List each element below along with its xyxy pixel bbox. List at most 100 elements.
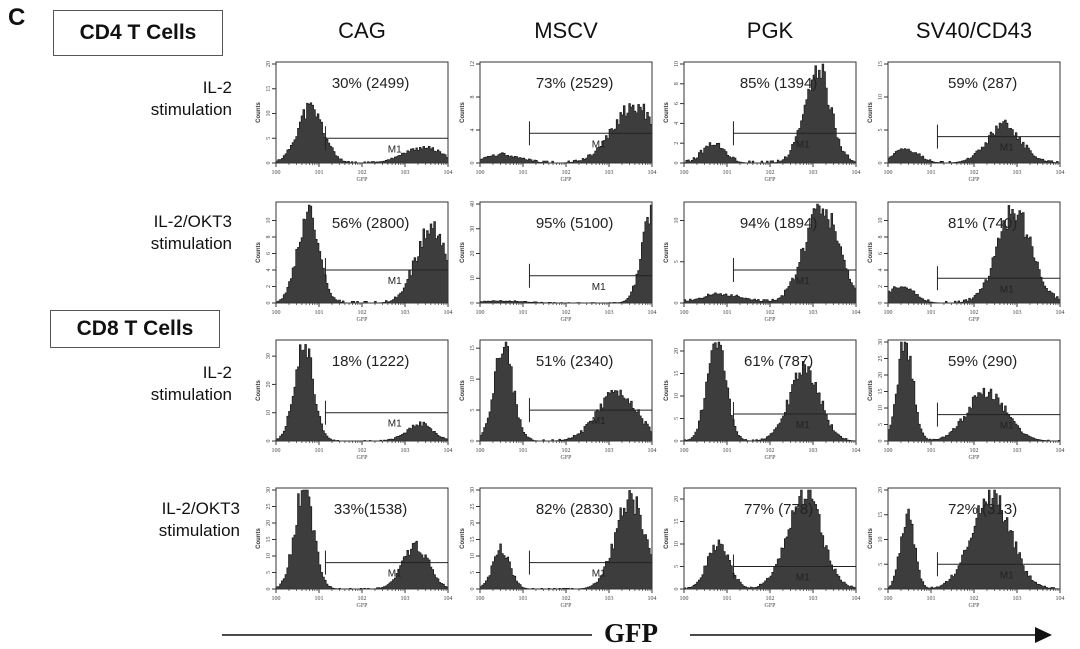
- y-tick-label: 0: [674, 588, 680, 591]
- y-tick-label: 15: [470, 537, 476, 543]
- y-tick-label: 30: [266, 353, 272, 359]
- x-tick-label: 100: [476, 170, 485, 176]
- y-tick-label: 30: [470, 487, 476, 493]
- y-tick-label: 15: [266, 86, 272, 92]
- group-label-cd8-text: CD8 T Cells: [76, 317, 194, 340]
- y-tick-label: 15: [674, 519, 680, 525]
- histogram-panel: M1 59% (290) 100 101 102 103 104 GFP 0 5 10 15 20 25 3…: [868, 339, 1065, 461]
- x-tick-label: 100: [680, 170, 689, 176]
- x-tick-label: 101: [315, 596, 324, 602]
- y-tick-label: 5: [674, 565, 680, 568]
- y-axis-label: Counts: [460, 242, 466, 263]
- y-tick-label: 20: [266, 61, 272, 67]
- y-tick-label: 5: [674, 260, 680, 263]
- group-label-cd8: CD8 T Cells: [50, 310, 220, 348]
- gate-label: M1: [592, 139, 606, 150]
- x-tick-label: 102: [766, 170, 775, 176]
- x-axis-label: GFP: [764, 455, 776, 461]
- gate-label: M1: [796, 420, 810, 431]
- x-tick-label: 103: [1013, 170, 1022, 176]
- y-axis-label: Counts: [256, 380, 262, 401]
- x-axis-label: GFP: [356, 455, 368, 461]
- x-tick-label: 103: [1013, 596, 1022, 602]
- gate-label: M1: [388, 419, 402, 430]
- y-tick-label: 4: [878, 269, 884, 272]
- x-tick-label: 104: [444, 596, 453, 602]
- y-tick-label: 12: [470, 61, 476, 67]
- x-tick-label: 104: [1056, 170, 1065, 176]
- y-tick-label: 0: [470, 162, 476, 165]
- gate-label: M1: [388, 276, 402, 287]
- histogram-area: [275, 102, 449, 164]
- histogram-area: [887, 341, 1061, 442]
- y-tick-label: 8: [878, 236, 884, 239]
- percent-annotation: 81% (740): [948, 215, 1017, 232]
- y-tick-label: 0: [674, 440, 680, 443]
- row-label-cd8-il2: IL-2 stimulation: [42, 362, 232, 406]
- y-tick-label: 15: [878, 61, 884, 67]
- y-tick-label: 15: [674, 371, 680, 377]
- column-header-cag: CAG: [338, 18, 386, 43]
- x-tick-label: 101: [519, 448, 528, 454]
- x-tick-label: 104: [852, 310, 861, 316]
- x-tick-label: 102: [766, 310, 775, 316]
- y-tick-label: 10: [470, 553, 476, 559]
- x-tick-label: 104: [852, 170, 861, 176]
- gate-label: M1: [1000, 570, 1014, 581]
- y-tick-label: 20: [266, 520, 272, 526]
- y-tick-label: 20: [470, 251, 476, 257]
- x-axis-label: GFP: [560, 455, 572, 461]
- x-axis-label: GFP: [764, 177, 776, 183]
- y-tick-label: 25: [470, 504, 476, 510]
- x-axis-label: GFP: [968, 317, 980, 323]
- x-tick-label: 101: [927, 310, 936, 316]
- x-tick-label: 101: [723, 170, 732, 176]
- x-tick-label: 104: [1056, 310, 1065, 316]
- row-label-cd8-il2-okt3: IL-2/OKT3 stimulation: [50, 498, 240, 542]
- y-tick-label: 30: [878, 339, 884, 345]
- x-axis-label: GFP: [764, 603, 776, 609]
- row-label-cd4-il2: IL-2 stimulation: [42, 77, 232, 121]
- x-tick-label: 102: [970, 310, 979, 316]
- gate-label: M1: [388, 569, 402, 580]
- y-tick-label: 4: [470, 129, 476, 132]
- x-tick-label: 101: [927, 596, 936, 602]
- y-tick-label: 0: [878, 440, 884, 443]
- percent-annotation: 94% (1894): [740, 215, 818, 232]
- x-tick-label: 101: [723, 448, 732, 454]
- x-tick-label: 102: [766, 596, 775, 602]
- y-tick-label: 8: [674, 82, 680, 85]
- panel-letter: C: [8, 4, 26, 31]
- y-tick-label: 4: [674, 122, 680, 125]
- x-tick-label: 103: [809, 448, 818, 454]
- x-tick-label: 102: [562, 310, 571, 316]
- histogram-panel: M1 18% (1222) 100 101 102 103 104 GFP 0 10 20 30 Cou…: [256, 339, 453, 461]
- y-tick-label: 10: [266, 218, 272, 224]
- percent-annotation: 82% (2830): [536, 501, 614, 518]
- x-tick-label: 102: [562, 448, 571, 454]
- y-tick-label: 0: [266, 162, 272, 165]
- histogram-panel: M1 95% (5100) 100 101 102 103 104 GFP 0 10 20 30 40 C…: [460, 201, 657, 323]
- y-tick-label: 15: [878, 512, 884, 518]
- percent-annotation: 51% (2340): [536, 353, 614, 370]
- y-tick-label: 10: [878, 94, 884, 100]
- x-tick-label: 104: [1056, 448, 1065, 454]
- x-tick-label: 101: [927, 448, 936, 454]
- x-axis-label: GFP: [356, 317, 368, 323]
- y-tick-label: 30: [470, 226, 476, 232]
- y-axis-label: Counts: [256, 102, 262, 123]
- y-tick-label: 10: [266, 553, 272, 559]
- gate-label: M1: [796, 573, 810, 584]
- x-tick-label: 103: [605, 310, 614, 316]
- gate-label: M1: [592, 416, 606, 427]
- histogram-panel: M1 73% (2529) 100 101 102 103 104 GFP 0 4 8 12 Count…: [460, 61, 657, 183]
- x-tick-label: 101: [315, 448, 324, 454]
- x-tick-label: 104: [444, 448, 453, 454]
- x-tick-label: 102: [562, 170, 571, 176]
- y-tick-label: 5: [266, 137, 272, 140]
- x-tick-label: 100: [476, 310, 485, 316]
- y-tick-label: 5: [266, 571, 272, 574]
- y-axis-label: Counts: [868, 380, 874, 401]
- y-tick-label: 0: [470, 440, 476, 443]
- x-tick-label: 100: [680, 448, 689, 454]
